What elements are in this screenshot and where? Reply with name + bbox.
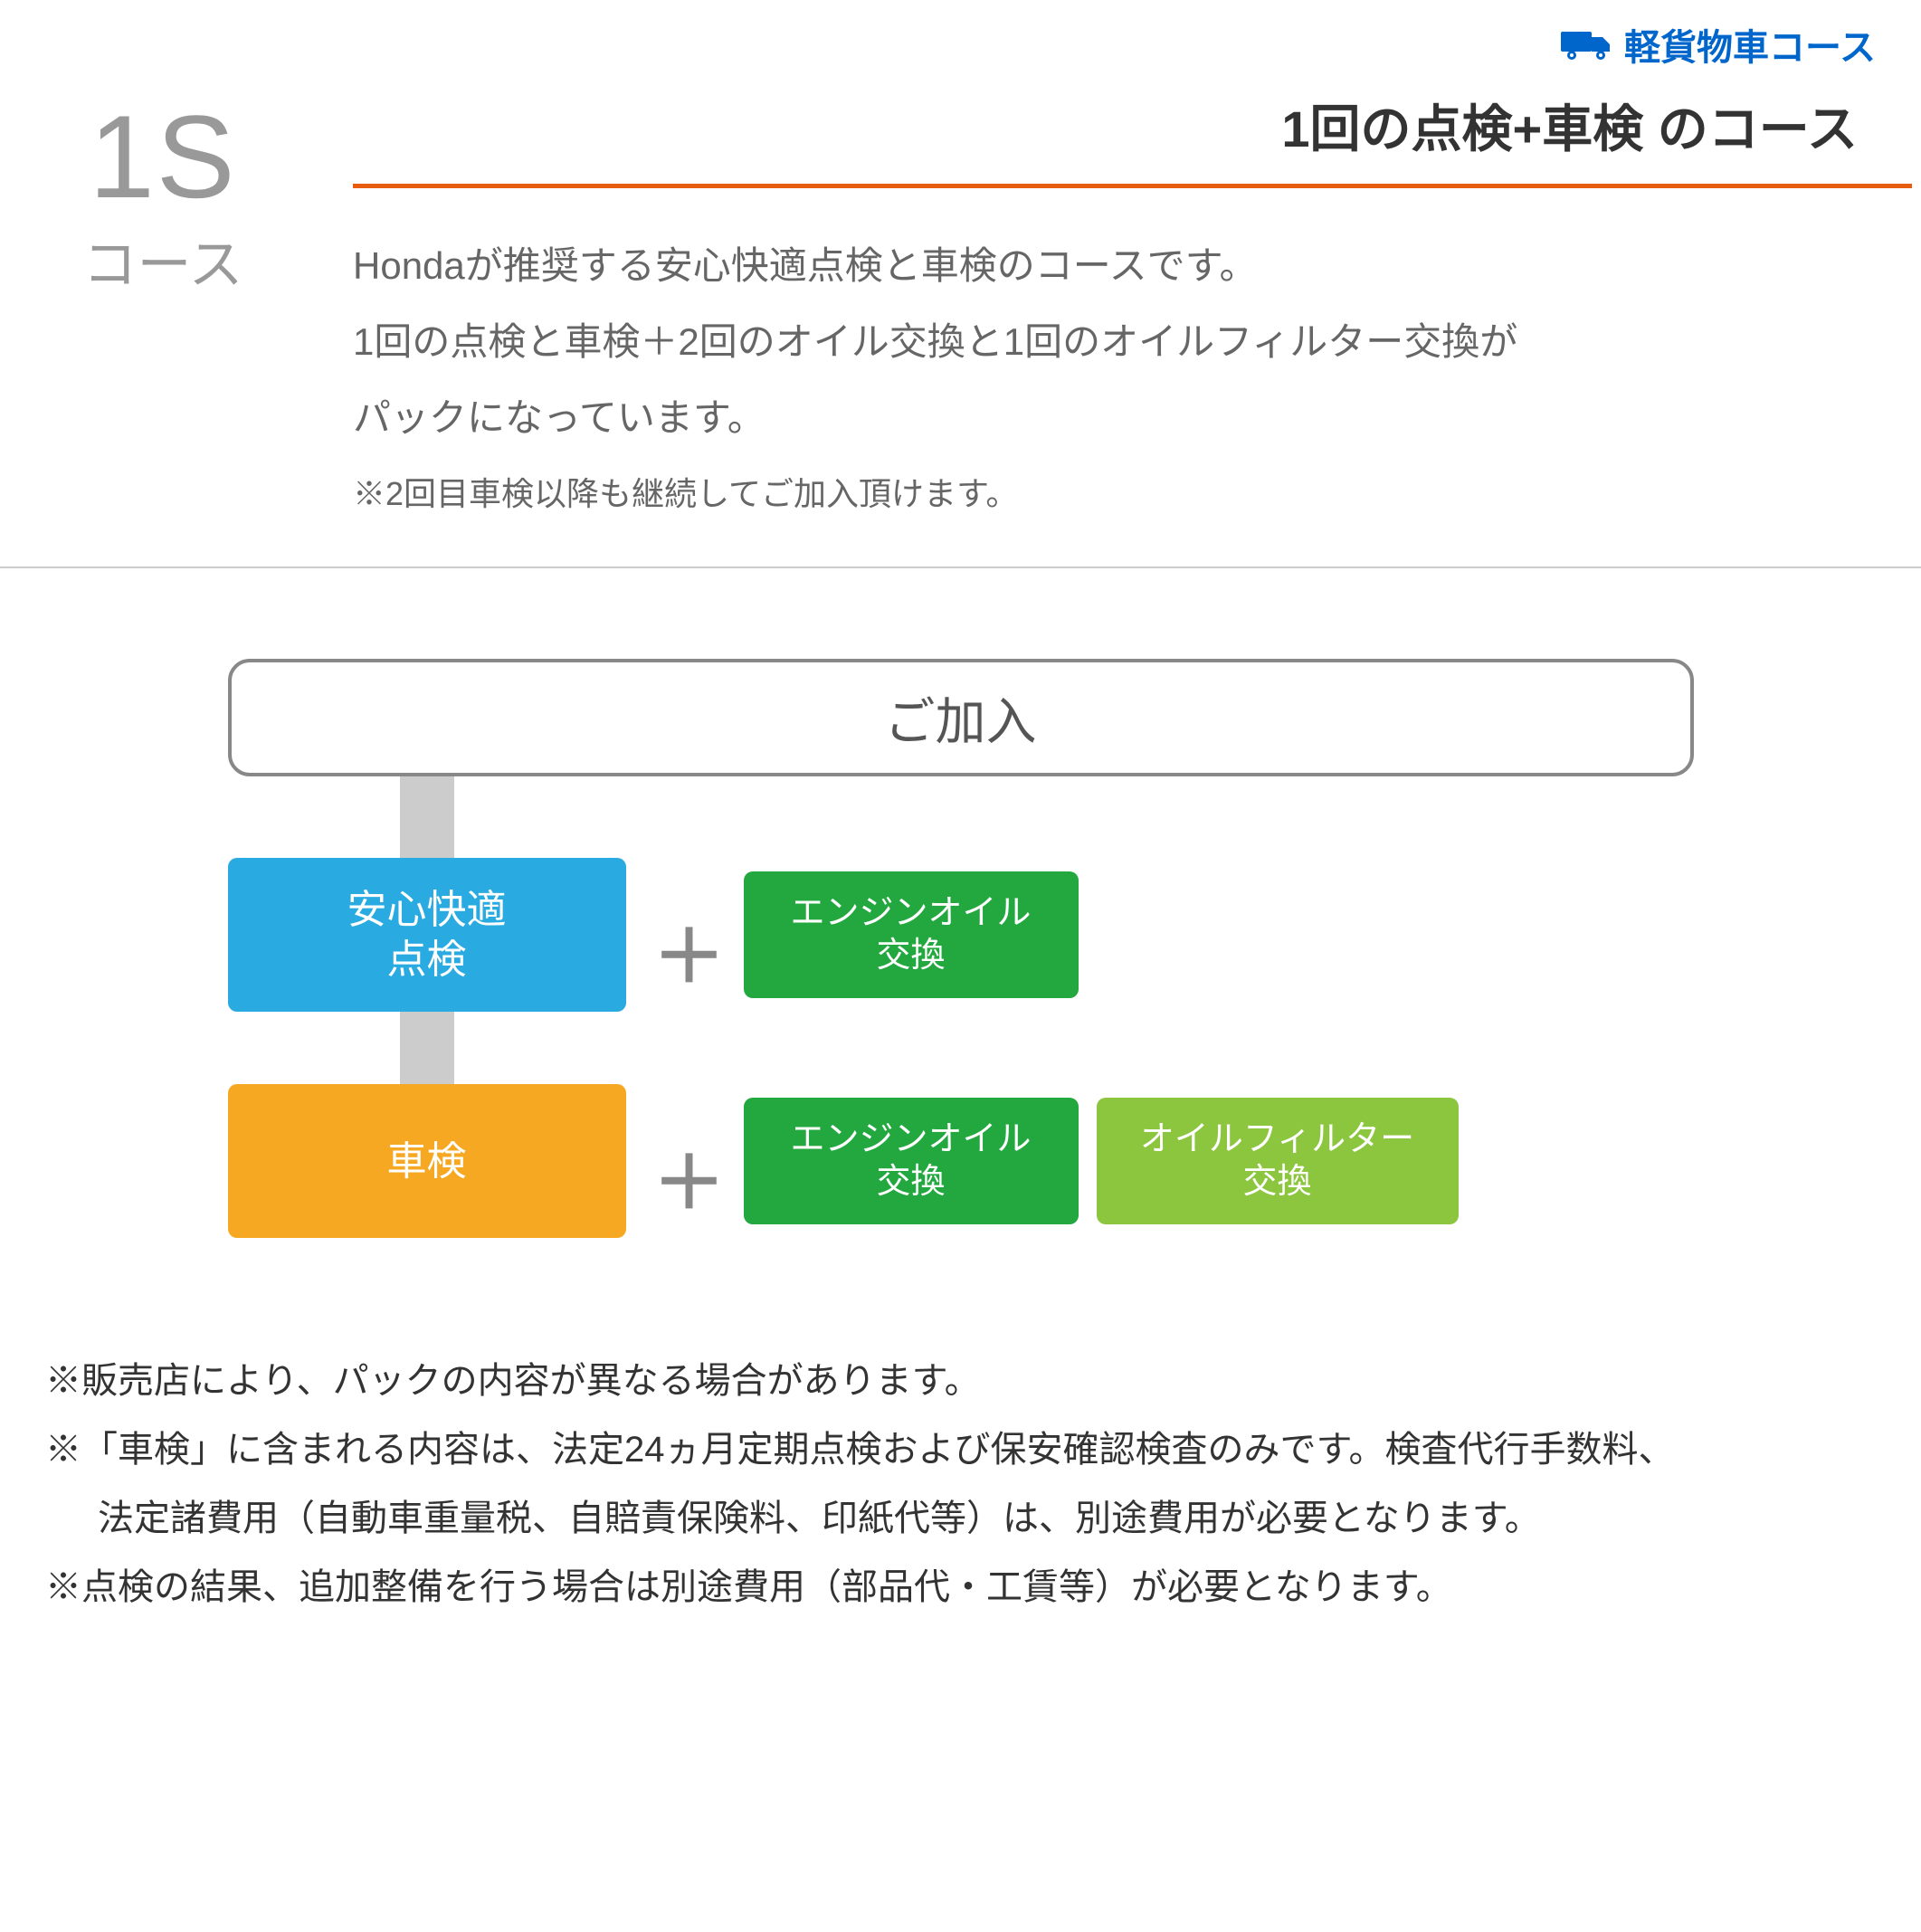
flow-diagram: ご加入 安心快適点検 ＋ エンジンオイル交換 車検 ＋ エンジンオイル交換 オイ… (228, 659, 1694, 1238)
box-filter: オイルフィルター交換 (1097, 1098, 1459, 1224)
footnotes: ※販売店により、パックの内容が異なる場合があります。 ※「車検」に含まれる内容は… (45, 1347, 1876, 1622)
footnote-2a: ※「車検」に含まれる内容は、法定24ヵ月定期点検および保安確認検査のみです。検査… (45, 1415, 1876, 1484)
orange-rule (353, 184, 1912, 188)
desc-line-2: 1回の点検と車検＋2回のオイル交換と1回のオイルフィルター交換が (353, 304, 1912, 380)
course-code-sub: コース (27, 221, 299, 300)
connector-1 (400, 776, 454, 858)
box-shaken: 車検 (228, 1084, 626, 1238)
truck-svg (1559, 26, 1613, 62)
right-column: 1回の点検+車検 のコース Hondaが推奨する安心快適点検と車検のコースです。… (299, 89, 1912, 527)
box-inspection: 安心快適点検 (228, 858, 626, 1012)
desc-line-3: パックになっています。 (353, 380, 1912, 456)
section-divider (0, 566, 1921, 568)
plus-icon-1: ＋ (653, 899, 726, 1004)
footnote-3: ※点検の結果、追加整備を行う場合は別途費用（部品代・工賃等）が必要となります。 (45, 1553, 1876, 1622)
join-box: ご加入 (228, 659, 1694, 776)
plus-icon-2: ＋ (653, 1125, 726, 1230)
truck-icon (1559, 26, 1613, 62)
course-label: 1S コース (27, 98, 299, 300)
footnote-2b: 法定諸費用（自動車重量税、自賠責保険料、印紙代等）は、別途費用が必要となります。 (45, 1484, 1876, 1553)
course-badge-text: 軽貨物車コース (1624, 18, 1876, 71)
course-badge-row: 軽貨物車コース (0, 0, 1921, 71)
desc-line-1: Hondaが推奨する安心快適点検と車検のコースです。 (353, 228, 1912, 304)
description: Hondaが推奨する安心快適点検と車検のコースです。 1回の点検と車検＋2回のオ… (353, 228, 1912, 527)
top-section: 1S コース 1回の点検+車検 のコース Hondaが推奨する安心快適点検と車検… (0, 71, 1921, 527)
course-code: 1S (27, 98, 299, 215)
box-oil-2: エンジンオイル交換 (744, 1098, 1079, 1224)
box-oil-1: エンジンオイル交換 (744, 871, 1079, 998)
desc-note: ※2回目車検以降も継続してご加入頂けます。 (353, 462, 1912, 527)
course-title: 1回の点検+車検 のコース (353, 89, 1912, 184)
connector-2 (400, 1012, 454, 1084)
footnote-1: ※販売店により、パックの内容が異なる場合があります。 (45, 1347, 1876, 1415)
